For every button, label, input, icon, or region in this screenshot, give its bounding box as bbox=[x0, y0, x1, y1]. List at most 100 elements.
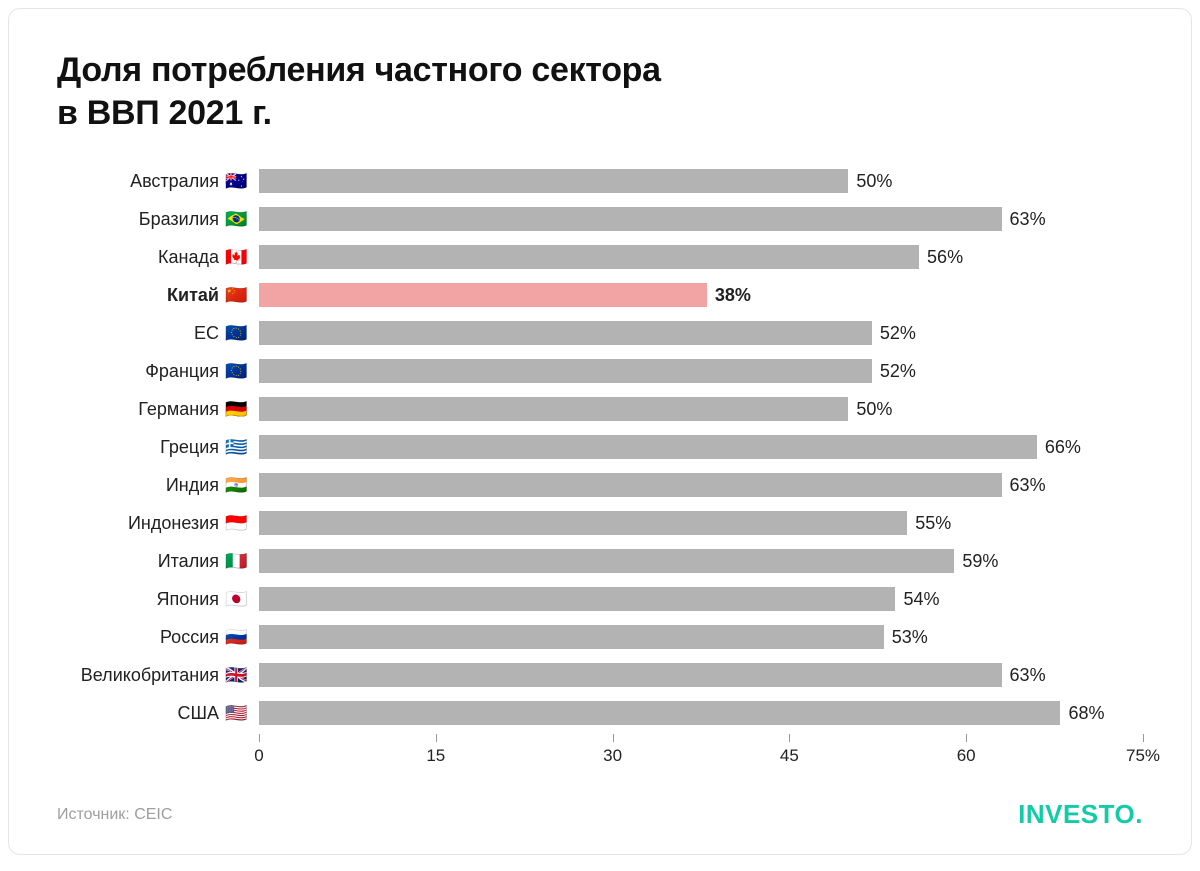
bar-value: 63% bbox=[1010, 209, 1046, 230]
flag-icon: 🇯🇵 bbox=[225, 590, 253, 608]
bar-row: Россия 🇷🇺 53% bbox=[57, 618, 1143, 656]
bar bbox=[259, 397, 848, 421]
bar-track: 52% bbox=[259, 352, 1143, 390]
bar-row: Индонезия🇮🇩 55% bbox=[57, 504, 1143, 542]
axis-tick bbox=[1143, 734, 1144, 742]
bar-track: 63% bbox=[259, 656, 1143, 694]
bar-value: 66% bbox=[1045, 437, 1081, 458]
bar-label: Германия bbox=[138, 399, 219, 420]
bar-track: 38% bbox=[259, 276, 1143, 314]
bar bbox=[259, 435, 1037, 459]
bar-row: Бразилия 🇧🇷 63% bbox=[57, 200, 1143, 238]
flag-icon: 🇧🇷 bbox=[225, 210, 253, 228]
bar-label: Россия bbox=[160, 627, 219, 648]
bar bbox=[259, 359, 872, 383]
bar-label-cell: Франция 🇪🇺 bbox=[57, 361, 259, 382]
flag-icon: 🇨🇳 bbox=[225, 286, 253, 304]
bar-label: Индия bbox=[166, 475, 219, 496]
bar-label: Индонезия bbox=[128, 513, 219, 534]
bar-track: 56% bbox=[259, 238, 1143, 276]
bar-value: 52% bbox=[880, 323, 916, 344]
bar-label-cell: Япония 🇯🇵 bbox=[57, 589, 259, 610]
axis-tick-label: 0 bbox=[254, 746, 263, 766]
bar bbox=[259, 473, 1002, 497]
axis-tick-label: 45 bbox=[780, 746, 799, 766]
bar-value: 52% bbox=[880, 361, 916, 382]
bar-label: Бразилия bbox=[139, 209, 219, 230]
bar bbox=[259, 321, 872, 345]
bar-track: 50% bbox=[259, 162, 1143, 200]
source-text: Источник: CEIC bbox=[57, 806, 172, 824]
axis-tick bbox=[436, 734, 437, 742]
flag-icon: 🇩🇪 bbox=[225, 400, 253, 418]
bar-label-cell: Индонезия🇮🇩 bbox=[57, 513, 259, 534]
bar bbox=[259, 169, 848, 193]
bar-row: Великобритания 🇬🇧 63% bbox=[57, 656, 1143, 694]
bar-track: 55% bbox=[259, 504, 1143, 542]
bar-track: 68% bbox=[259, 694, 1143, 732]
bar-label: Китай bbox=[167, 285, 219, 306]
bar-label: Италия bbox=[158, 551, 219, 572]
flag-icon: 🇮🇳 bbox=[225, 476, 253, 494]
bar-track: 59% bbox=[259, 542, 1143, 580]
bar-row: Австралия🇦🇺50% bbox=[57, 162, 1143, 200]
bar bbox=[259, 283, 707, 307]
flag-icon: 🇨🇦 bbox=[225, 248, 253, 266]
bar-track: 54% bbox=[259, 580, 1143, 618]
bar-row: Канада🇨🇦56% bbox=[57, 238, 1143, 276]
bar-row: Япония 🇯🇵 54% bbox=[57, 580, 1143, 618]
axis-track: 01530456075% bbox=[259, 738, 1143, 766]
bar-label: ЕС bbox=[194, 323, 219, 344]
bar-label: Франция bbox=[145, 361, 219, 382]
bar-row: Греция 🇬🇷 66% bbox=[57, 428, 1143, 466]
bar bbox=[259, 587, 895, 611]
x-axis: 01530456075% bbox=[57, 738, 1143, 766]
axis-tick bbox=[259, 734, 260, 742]
bar-row: Индия🇮🇳63% bbox=[57, 466, 1143, 504]
axis-tick bbox=[789, 734, 790, 742]
bar-label-cell: Великобритания 🇬🇧 bbox=[57, 665, 259, 686]
bar-label: США bbox=[177, 703, 219, 724]
bar-track: 53% bbox=[259, 618, 1143, 656]
axis-tick-label: 30 bbox=[603, 746, 622, 766]
axis-tick bbox=[966, 734, 967, 742]
bar-row: ЕС 🇪🇺 52% bbox=[57, 314, 1143, 352]
bar bbox=[259, 549, 954, 573]
bar-label-cell: ЕС 🇪🇺 bbox=[57, 323, 259, 344]
bar-track: 50% bbox=[259, 390, 1143, 428]
bar bbox=[259, 245, 919, 269]
bar-track: 63% bbox=[259, 200, 1143, 238]
bar-track: 66% bbox=[259, 428, 1143, 466]
chart-title: Доля потребления частного сектора в ВВП … bbox=[57, 49, 1143, 134]
flag-icon: 🇪🇺 bbox=[225, 362, 253, 380]
bar bbox=[259, 663, 1002, 687]
axis-tick-label: 75% bbox=[1126, 746, 1160, 766]
bar-value: 53% bbox=[892, 627, 928, 648]
bar-row: Франция 🇪🇺 52% bbox=[57, 352, 1143, 390]
flag-icon: 🇪🇺 bbox=[225, 324, 253, 342]
flag-icon: 🇦🇺 bbox=[225, 172, 253, 190]
brand-logo: INVESTO. bbox=[1018, 799, 1143, 830]
bar-value: 59% bbox=[962, 551, 998, 572]
bar-label-cell: Италия🇮🇹 bbox=[57, 551, 259, 572]
flag-icon: 🇷🇺 bbox=[225, 628, 253, 646]
bar-row: Китай 🇨🇳 38% bbox=[57, 276, 1143, 314]
bar-label: Япония bbox=[157, 589, 220, 610]
bar-row: США🇺🇸68% bbox=[57, 694, 1143, 732]
bar-label-cell: Россия 🇷🇺 bbox=[57, 627, 259, 648]
bar-value: 55% bbox=[915, 513, 951, 534]
bar-track: 52% bbox=[259, 314, 1143, 352]
flag-icon: 🇬🇧 bbox=[225, 666, 253, 684]
bar bbox=[259, 625, 884, 649]
bar-value: 63% bbox=[1010, 665, 1046, 686]
bar bbox=[259, 207, 1002, 231]
axis-tick bbox=[613, 734, 614, 742]
bar-label-cell: Китай 🇨🇳 bbox=[57, 285, 259, 306]
bar-label-cell: Германия 🇩🇪 bbox=[57, 399, 259, 420]
axis-tick-label: 60 bbox=[957, 746, 976, 766]
bar bbox=[259, 511, 907, 535]
bar-label: Великобритания bbox=[81, 665, 219, 686]
bar-chart: Австралия🇦🇺50%Бразилия🇧🇷63%Канада🇨🇦56%Ки… bbox=[57, 162, 1143, 766]
bar-label: Греция bbox=[160, 437, 219, 458]
flag-icon: 🇬🇷 bbox=[225, 438, 253, 456]
